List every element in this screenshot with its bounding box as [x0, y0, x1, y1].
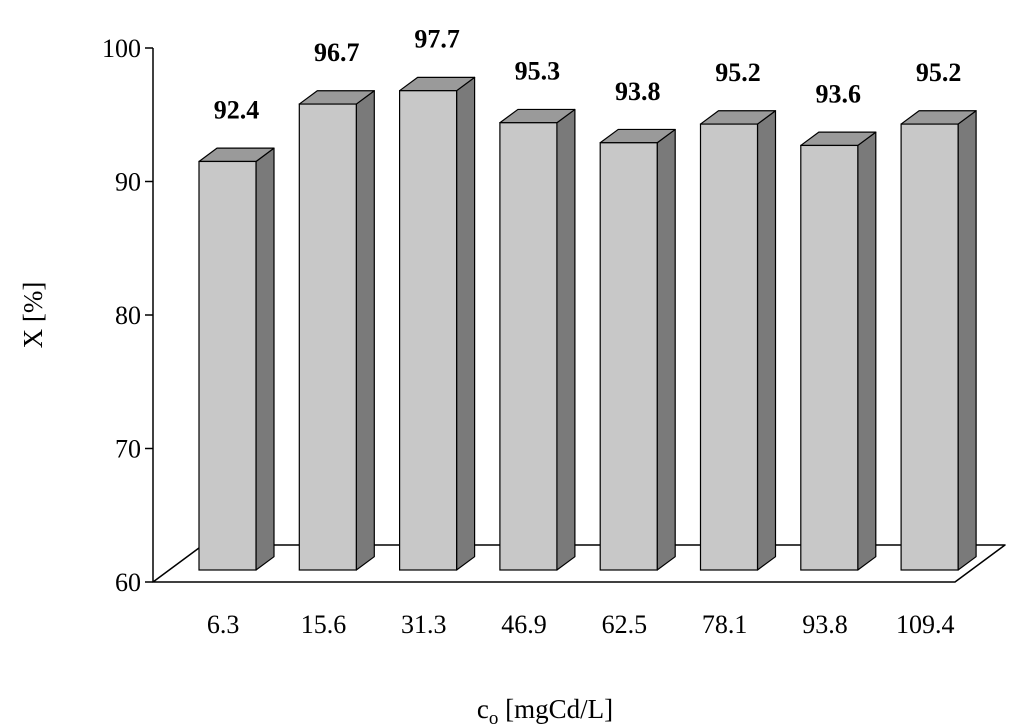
y-tick-label: 80 [115, 301, 141, 330]
y-tick-label: 60 [115, 568, 141, 597]
x-tick-label: 31.3 [401, 610, 447, 639]
bar-front-face [800, 144, 859, 571]
bar-front-face [599, 142, 658, 571]
data-label: 96.7 [314, 38, 360, 67]
x-axis-title-unit: [mgCd/L] [498, 694, 613, 724]
bar-side-face [957, 110, 977, 571]
x-tick-label: 6.3 [207, 610, 240, 639]
bar [599, 128, 676, 571]
x-axis-title: co [mgCd/L] [477, 694, 613, 728]
bar-side-face [756, 110, 777, 571]
y-tick-label: 90 [115, 168, 141, 197]
chart-floor [152, 544, 1006, 583]
x-tick-label: 109.4 [896, 610, 955, 639]
bar-front-face [298, 103, 357, 571]
data-label: 92.4 [214, 95, 260, 124]
bar [699, 110, 777, 571]
bar [198, 147, 275, 571]
bar-front-face [198, 160, 257, 571]
bar [298, 90, 375, 571]
x-axis-title-subscript: o [489, 708, 499, 728]
y-axis-title: X [%] [18, 282, 48, 349]
x-tick-label: 93.8 [802, 610, 848, 639]
bar [399, 76, 476, 571]
labels: 92.4 6.3 96.7 15.6 97.7 31.3 95.3 46.9 93.8 62.5 9… [207, 25, 961, 639]
data-label: 95.2 [715, 58, 761, 87]
y-tick-label: 100 [102, 34, 141, 63]
bar [900, 110, 977, 571]
bar-side-face [656, 128, 676, 571]
x-tick-label: 46.9 [501, 610, 547, 639]
y-tick-label: 70 [115, 435, 141, 464]
data-label: 93.6 [816, 79, 862, 108]
bar-front-face [699, 123, 759, 571]
data-label: 95.2 [916, 58, 962, 87]
bar-side-face [556, 108, 576, 571]
x-tick-label: 62.5 [602, 610, 648, 639]
bar [499, 108, 576, 571]
bar-front-face [900, 123, 959, 571]
bar-front-face [499, 122, 558, 571]
data-label: 95.3 [515, 57, 561, 86]
bar-side-face [255, 147, 275, 571]
bars [198, 76, 977, 571]
bar-side-face [355, 90, 375, 571]
x-tick-label: 78.1 [702, 610, 748, 639]
x-tick-label: 15.6 [301, 610, 347, 639]
data-label: 97.7 [414, 25, 460, 54]
x-axis-title-main: c [477, 694, 489, 724]
data-label: 93.8 [615, 77, 661, 106]
bar-side-face [857, 131, 877, 571]
bar [800, 131, 877, 571]
bar-side-face [456, 76, 476, 571]
bar-front-face [399, 90, 458, 571]
